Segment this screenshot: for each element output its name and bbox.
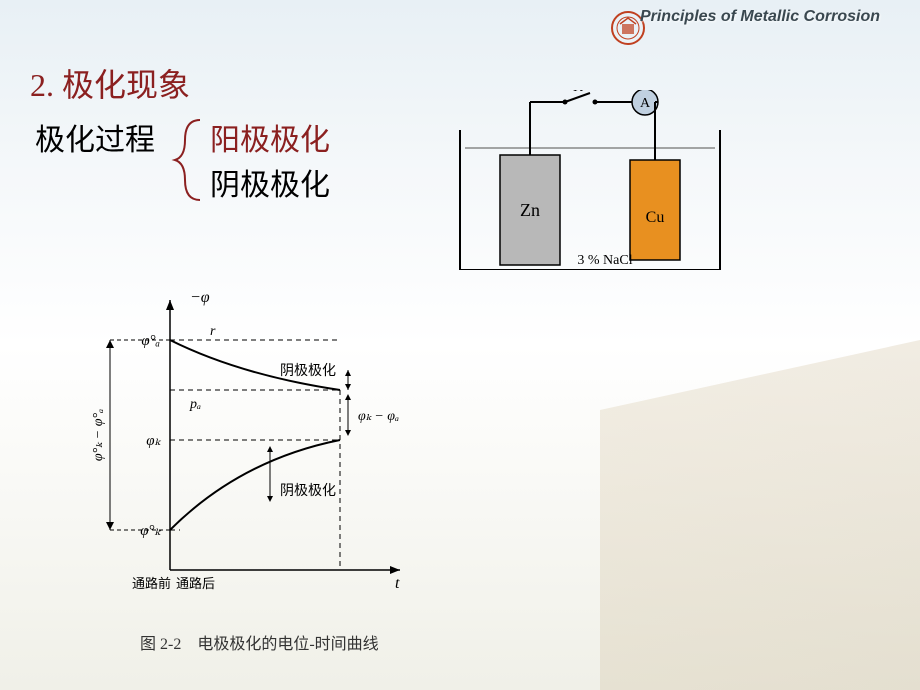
svg-text:φ°ₖ − φ°ₐ: φ°ₖ − φ°ₐ (91, 409, 106, 461)
svg-text:−φ: −φ (190, 290, 210, 306)
svg-text:阴极极化: 阴极极化 (280, 363, 336, 379)
background-building (520, 340, 920, 690)
svg-text:φ°ₐ: φ°ₐ (141, 333, 160, 349)
anode-polarization-label: 阳极极化 (210, 115, 330, 159)
svg-text:阴极极化: 阴极极化 (280, 483, 336, 499)
chart-caption: 图 2-2 电极极化的电位-时间曲线 (140, 630, 379, 654)
svg-text:Zn: Zn (520, 200, 540, 220)
electrochemical-cell-diagram: Zn Cu K A 3 % NaCl (450, 90, 730, 270)
svg-text:φ°ₖ: φ°ₖ (140, 523, 161, 539)
svg-text:K: K (573, 90, 583, 95)
svg-text:r: r (210, 324, 216, 339)
brace-icon (170, 115, 210, 205)
svg-text:A: A (640, 96, 651, 111)
svg-text:pₐ: pₐ (189, 397, 201, 412)
header-title: Principles of Metallic Corrosion (640, 8, 880, 26)
svg-text:t: t (395, 575, 400, 592)
svg-text:3 % NaCl: 3 % NaCl (577, 253, 632, 268)
polarization-chart: −φ t φ°ₐ φₖ φ°ₖ r pₐ 阴极极化 φₖ − φₐ 阴极极化 φ°ₖ − φ°ₐ 通路… (80, 290, 440, 620)
section-number: 2. (30, 67, 54, 103)
svg-text:通路后: 通路后 (176, 576, 215, 591)
section-title: 2. 极化现象 (30, 60, 190, 106)
slide-header: Principles of Metallic Corrosion (0, 0, 920, 40)
section-name: 极化现象 (62, 67, 190, 103)
svg-text:通路前: 通路前 (132, 576, 171, 591)
svg-text:Cu: Cu (646, 209, 665, 226)
cathode-polarization-label: 阴极极化 (210, 160, 330, 204)
process-label: 极化过程 (35, 115, 155, 159)
svg-text:φₖ: φₖ (146, 433, 161, 449)
svg-text:φₖ − φₐ: φₖ − φₐ (358, 409, 399, 424)
